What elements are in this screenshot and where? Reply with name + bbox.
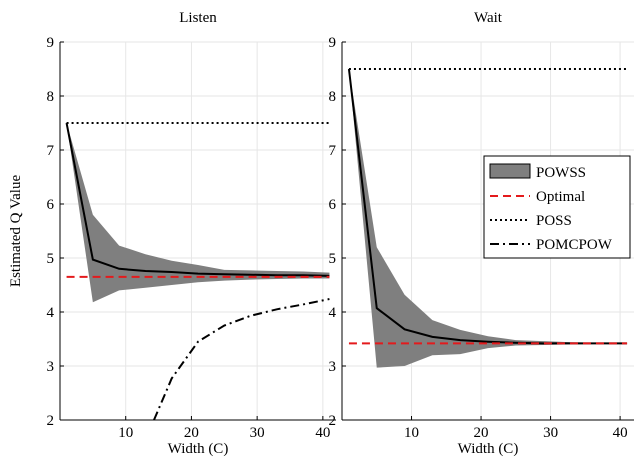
x-tick-label: 40 bbox=[613, 425, 628, 441]
y-tick-label: 3 bbox=[329, 359, 337, 375]
y-tick-label: 7 bbox=[329, 143, 337, 159]
series-powss-band bbox=[66, 123, 330, 303]
y-tick-label: 9 bbox=[47, 35, 55, 51]
y-tick-label: 5 bbox=[329, 251, 337, 267]
x-axis-label: Width (C) bbox=[458, 441, 519, 457]
series-powss-band bbox=[348, 69, 628, 368]
legend-label: POSS bbox=[536, 213, 572, 229]
x-tick-label: 10 bbox=[404, 425, 419, 441]
legend-swatch-band bbox=[489, 163, 531, 179]
x-axis-label: Width (C) bbox=[168, 441, 229, 457]
y-tick-label: 7 bbox=[47, 143, 55, 159]
x-tick-label: 30 bbox=[543, 425, 558, 441]
y-tick-label: 4 bbox=[47, 305, 55, 321]
y-tick-label: 2 bbox=[47, 413, 55, 429]
y-tick-label: 8 bbox=[47, 89, 55, 105]
y-tick-label: 8 bbox=[329, 89, 337, 105]
legend-label: Optimal bbox=[536, 189, 585, 205]
series-powss-mean-line bbox=[347, 68, 628, 345]
y-tick-label: 4 bbox=[329, 305, 337, 321]
chart-title: Listen bbox=[179, 10, 217, 26]
series-pomcpow-line bbox=[153, 298, 330, 421]
y-tick-label: 9 bbox=[329, 35, 337, 51]
x-tick-label: 20 bbox=[474, 425, 489, 441]
y-tick-label: 6 bbox=[47, 197, 55, 213]
y-tick-label: 2 bbox=[329, 413, 337, 429]
chart-title: Wait bbox=[474, 10, 503, 26]
panel-1: 10 20 30 40 2 3 4 5 6 7 8 9 Wait Width (C) POWSS Optima… bbox=[329, 10, 634, 457]
x-tick-label: 40 bbox=[315, 425, 330, 441]
series-powss-mean-line bbox=[65, 122, 330, 277]
y-tick-label: 3 bbox=[47, 359, 55, 375]
x-tick-label: 20 bbox=[184, 425, 199, 441]
legend-label: POWSS bbox=[536, 165, 586, 181]
y-tick-label: 5 bbox=[47, 251, 55, 267]
x-tick-label: 10 bbox=[118, 425, 133, 441]
y-tick-label: 6 bbox=[329, 197, 337, 213]
y-axis-label: Estimated Q Value bbox=[8, 175, 24, 288]
legend: POWSS Optimal POSS POMCPOW bbox=[483, 155, 631, 259]
legend-label: POMCPOW bbox=[536, 237, 613, 253]
x-tick-label: 30 bbox=[250, 425, 265, 441]
